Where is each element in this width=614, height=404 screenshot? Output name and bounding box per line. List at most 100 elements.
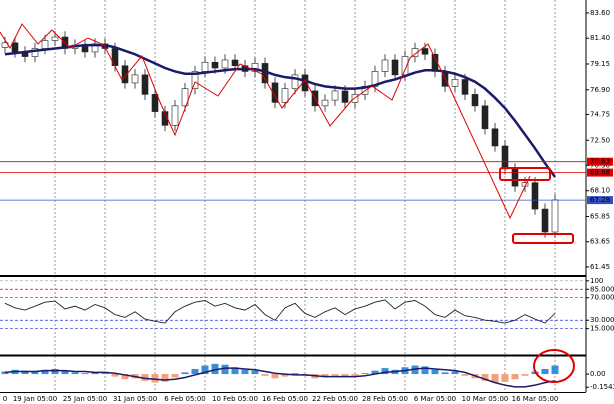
histogram-bar [41,369,49,375]
candle-body [491,128,499,147]
candle-body [281,88,289,103]
candle-body [481,105,489,130]
candle-body [31,48,39,57]
histogram-bar [521,374,529,376]
histogram-bar [411,365,419,375]
histogram-bar [291,373,299,375]
histogram-bar [511,374,519,380]
candle-body [411,48,419,57]
candle-body [271,82,279,103]
candle-body [231,59,239,67]
histogram-bar [341,374,349,378]
histogram-bar [171,374,179,378]
candle-body [531,182,539,210]
x-tick-label: 19 Jan 05:00 [13,395,57,403]
candle-body [201,61,209,72]
candle-body [501,145,509,170]
histogram-bar [361,373,369,375]
histogram-bar [381,368,389,375]
y-tick-label: 72.50 [590,136,610,144]
price-label: 67.28 [590,196,610,204]
x-tick-label: 28 Feb 05:00 [362,395,408,403]
x-tick-label: 6 Mar 05:00 [414,395,456,403]
histogram-bar [431,369,439,375]
histogram-bar [191,368,199,375]
histogram-bar [281,374,289,377]
histogram-bar [231,367,239,375]
y-tick-label: 83.60 [590,9,610,17]
histogram-bar [271,374,279,379]
x-tick-label: 10 Mar 05:00 [462,395,509,403]
candle-body [321,99,329,107]
plot-layer [0,0,586,392]
price-label-box [587,196,613,205]
x-tick-label: 31 Jan 05:00 [113,395,157,403]
histogram-bar [141,374,149,381]
candle-body [51,36,59,41]
zigzag-annotation [0,23,531,220]
histogram-bar [81,373,89,375]
candle-body [171,105,179,126]
candle-body [391,59,399,76]
candle-body [211,61,219,69]
histogram-bar [31,371,39,375]
price-label: 70.63 [590,158,610,166]
y-tick-label: 63.65 [590,238,610,246]
y-tick-label: 76.90 [590,86,610,94]
candle-body [11,42,19,53]
histogram-bar [101,373,109,375]
histogram-bar [51,368,59,375]
histogram-bar [211,363,219,375]
histogram-bar [61,370,69,375]
candle-body [131,74,139,84]
price-label: 69.68 [590,169,610,177]
candle-body [221,59,229,69]
y-tick-label: 61.45 [590,263,610,271]
histogram-bar [481,374,489,381]
histogram-bar [1,371,9,375]
candle-body [191,71,199,89]
candle-body [41,40,49,49]
histogram-bar [451,371,459,375]
y-tick-label: -0.1543 [590,383,614,391]
price-label-box [587,157,613,166]
histogram-bar [151,374,159,383]
highlight-box [512,233,574,244]
x-tick-label: 16 Feb 05:00 [262,395,308,403]
histogram-bar [241,369,249,375]
y-tick-label: 74.75 [590,110,610,118]
highlight-ellipse [533,349,575,383]
candle-body [551,199,559,233]
x-tick-label: 10 Feb 05:00 [212,395,258,403]
x-tick-label: 16 Mar 05:00 [512,395,559,403]
histogram-bar [261,374,269,376]
histogram-bar [111,374,119,377]
candle-body [421,48,429,55]
histogram-bar [421,366,429,375]
x-tick-label: 25 Jan 05:00 [63,395,107,403]
histogram-bar [121,374,129,380]
histogram-bar [371,370,379,375]
indicator-line [4,299,556,324]
indicator-line [4,367,556,388]
candle-body [331,90,339,101]
candle-body [251,63,259,72]
highlight-box [499,167,551,181]
histogram-bar [351,374,359,376]
candle-body [181,88,189,107]
histogram-bar [541,368,549,375]
candle-body [341,90,349,103]
histogram-bar [501,374,509,382]
candle-body [381,59,389,72]
candle-body [141,74,149,95]
candle-body [461,79,469,95]
histogram-bar [331,374,339,376]
indicator-line [4,43,557,178]
histogram-bar [321,374,329,378]
candle-body [151,94,159,112]
